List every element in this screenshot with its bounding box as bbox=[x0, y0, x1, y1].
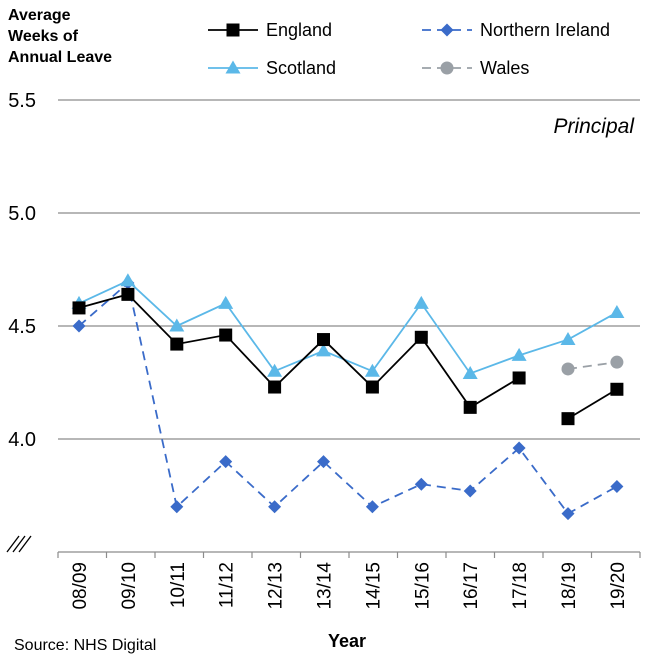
x-tick-label: 13/14 bbox=[315, 562, 336, 610]
data-point-england bbox=[414, 330, 428, 344]
data-point-northern-ireland bbox=[463, 484, 477, 498]
data-point-northern-ireland bbox=[72, 319, 86, 333]
y-tick-label: 5.0 bbox=[8, 203, 36, 225]
series-line-england bbox=[78, 293, 520, 409]
data-point-scotland bbox=[316, 343, 331, 357]
data-point-northern-ireland bbox=[219, 455, 233, 469]
data-point-scotland bbox=[267, 363, 283, 377]
y-axis-title-line-1: Average bbox=[8, 7, 71, 24]
data-point-england bbox=[317, 333, 330, 347]
chart-annotation: Principal bbox=[553, 115, 635, 138]
legend-entry-england: England bbox=[208, 20, 332, 40]
data-point-scotland bbox=[462, 365, 478, 379]
x-tick-label: 18/19 bbox=[559, 562, 580, 610]
x-tick-label: 19/20 bbox=[608, 562, 629, 610]
gridlines bbox=[57, 99, 641, 558]
data-point-northern-ireland bbox=[317, 455, 330, 469]
legend-marker bbox=[440, 61, 454, 75]
data-point-northern-ireland bbox=[610, 479, 624, 493]
y-tick-label: 4.0 bbox=[8, 429, 36, 451]
data-point-northern-ireland bbox=[414, 477, 428, 491]
data-point-england bbox=[512, 371, 526, 385]
series-line-scotland bbox=[78, 279, 618, 375]
x-tick-label: 16/17 bbox=[461, 562, 482, 610]
data-point-england bbox=[121, 287, 135, 301]
data-point-northern-ireland bbox=[561, 507, 575, 521]
legend-entry-wales: Wales bbox=[422, 58, 529, 78]
legend-label: England bbox=[266, 20, 332, 40]
data-point-wales bbox=[610, 355, 624, 369]
x-tick-label: 09/10 bbox=[119, 562, 140, 610]
series-england bbox=[72, 287, 624, 426]
data-point-england bbox=[561, 412, 575, 426]
data-point-scotland bbox=[218, 295, 234, 309]
axis-break-symbol bbox=[6, 535, 32, 553]
data-point-england bbox=[610, 382, 624, 396]
series-line-wales bbox=[567, 361, 618, 370]
data-point-england bbox=[219, 328, 233, 342]
x-axis-ticks: 08/09 09/10 10/11 11/12 12/13 13/14 14/15 15/16… bbox=[70, 562, 629, 610]
legend-entry-scotland: Scotland bbox=[208, 58, 336, 78]
y-axis-ticks: 5.5 5.0 4.5 4.0 bbox=[8, 90, 36, 451]
legend-marker bbox=[226, 23, 240, 37]
legend-label: Scotland bbox=[266, 58, 336, 78]
data-point-england bbox=[72, 301, 86, 315]
data-point-scotland bbox=[364, 363, 380, 377]
x-tick-label: 11/12 bbox=[217, 562, 238, 608]
y-tick-label: 5.5 bbox=[8, 90, 36, 112]
series-wales bbox=[561, 355, 624, 376]
data-point-england bbox=[170, 337, 184, 351]
legend-marker bbox=[440, 23, 454, 37]
legend-marker bbox=[225, 60, 241, 74]
x-axis-title: Year bbox=[328, 631, 366, 651]
legend-entry-northern-ireland: Northern Ireland bbox=[422, 20, 610, 40]
y-axis-title-line-2: Weeks of bbox=[8, 28, 79, 45]
series-line-northern-ireland bbox=[78, 281, 618, 515]
data-point-scotland bbox=[511, 347, 527, 361]
source-note: Source: NHS Digital bbox=[14, 637, 156, 654]
data-point-scotland bbox=[560, 332, 576, 346]
x-tick-label: 14/15 bbox=[363, 562, 384, 610]
data-point-england bbox=[365, 380, 379, 394]
x-tick-label: 12/13 bbox=[266, 562, 287, 610]
x-tick-label: 17/18 bbox=[510, 562, 531, 610]
data-point-northern-ireland bbox=[268, 500, 282, 514]
data-point-scotland bbox=[609, 304, 625, 318]
y-tick-label: 4.5 bbox=[8, 316, 36, 338]
series-group bbox=[71, 273, 625, 521]
series-line-england bbox=[567, 388, 618, 420]
data-point-scotland bbox=[120, 273, 136, 287]
x-tick-label: 08/09 bbox=[70, 562, 91, 610]
x-tick-label: 15/16 bbox=[412, 562, 433, 610]
legend-label: Wales bbox=[480, 58, 529, 78]
y-axis-title-line-3: Annual Leave bbox=[8, 49, 112, 66]
x-tick-label: 10/11 bbox=[168, 562, 189, 608]
data-point-northern-ireland bbox=[170, 500, 184, 514]
data-point-northern-ireland bbox=[512, 441, 526, 455]
data-point-northern-ireland bbox=[365, 500, 379, 514]
data-point-wales bbox=[561, 362, 575, 376]
series-northern-ireland bbox=[72, 276, 624, 521]
legend-label: Northern Ireland bbox=[480, 20, 610, 40]
legend: England Northern Ireland Scotland Wales bbox=[208, 20, 610, 78]
data-point-england bbox=[268, 380, 282, 394]
data-point-england bbox=[463, 400, 477, 414]
data-point-scotland bbox=[413, 295, 429, 309]
data-point-scotland bbox=[169, 318, 185, 332]
